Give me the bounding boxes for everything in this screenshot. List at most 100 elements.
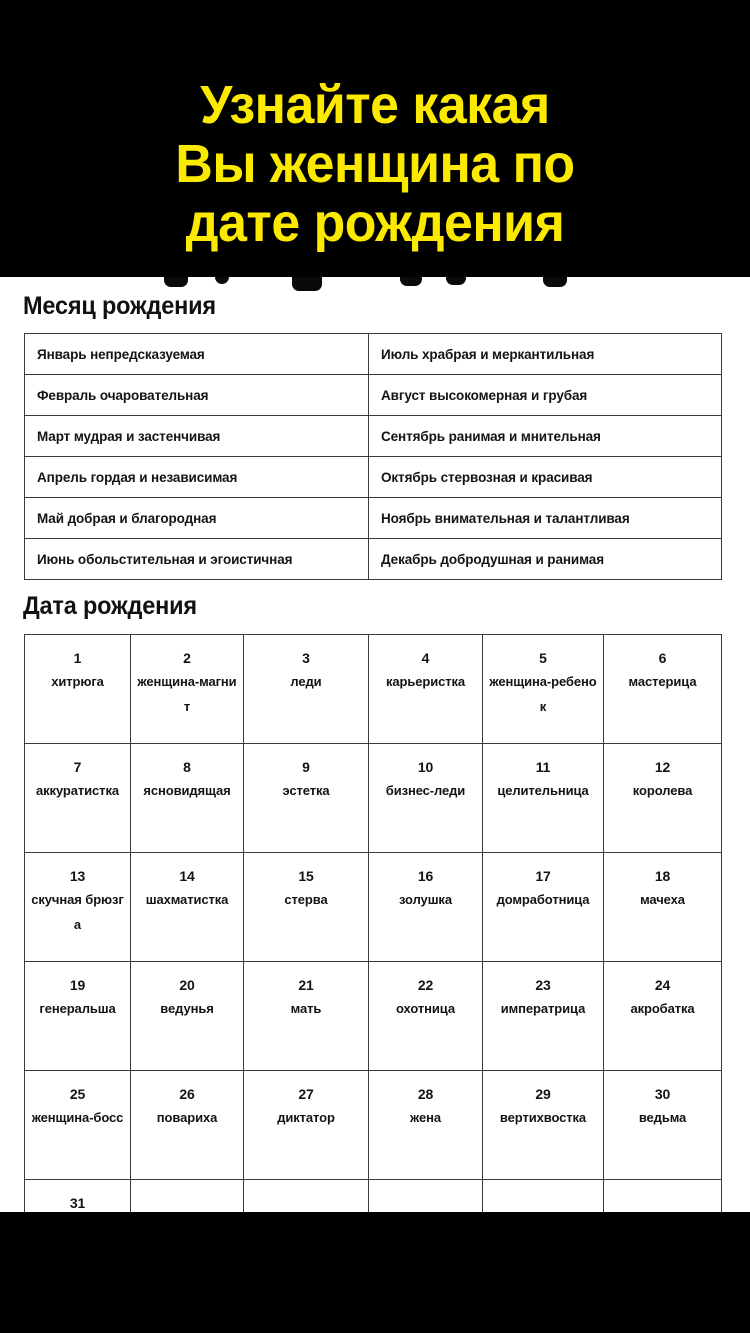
date-number: 19 — [69, 977, 86, 993]
date-cell: 1 хитрюга — [24, 634, 131, 744]
date-number: 3 — [302, 650, 310, 666]
date-cell: 15 стерва — [243, 852, 369, 962]
date-title: мачеха — [640, 892, 685, 907]
date-number: 13 — [69, 868, 86, 884]
table-row: Июнь обольстительная и эгоистичная Декаб… — [24, 538, 722, 580]
date-number: 30 — [654, 1086, 671, 1102]
date-title: женщина-босс — [31, 1110, 124, 1125]
date-title: карьеристка — [385, 674, 466, 689]
title-banner: Узнайте какая Вы женщина по дате рождени… — [0, 0, 750, 277]
date-cell: 21 мать — [243, 961, 369, 1071]
month-cell: Декабрь добродушная и ранимая — [368, 538, 722, 580]
date-title: ведунья — [160, 1001, 214, 1016]
table-row: 13 скучная брюзга 14 шахматистка 15 стерва … — [24, 852, 722, 962]
date-title: охотница — [396, 1001, 455, 1016]
date-title: бизнес-леди — [385, 783, 466, 798]
clipped-text-remnant — [0, 277, 750, 293]
date-title: диктатор — [277, 1110, 335, 1125]
date-title: ведьма — [638, 1110, 687, 1125]
date-number: 21 — [298, 977, 314, 993]
date-cell: 4 карьеристка — [368, 634, 483, 744]
date-section-heading: Дата рождения — [23, 592, 197, 620]
date-number: 22 — [417, 977, 434, 993]
date-number: 18 — [654, 868, 671, 884]
table-row: 25 женщина-босс 26 повариха 27 диктатор 28 ж… — [24, 1070, 722, 1180]
date-title: золушка — [399, 892, 452, 907]
date-number: 1 — [73, 650, 82, 666]
date-number: 23 — [535, 977, 551, 993]
date-cell: 16 золушка — [368, 852, 483, 962]
remnant-blob — [215, 277, 229, 284]
table-row: Март мудрая и застенчивая Сентябрь раним… — [24, 415, 722, 457]
date-number: 6 — [658, 650, 667, 666]
table-row: Январь непредсказуемая Июль храбрая и ме… — [24, 333, 722, 375]
date-cell: 27 диктатор — [243, 1070, 369, 1180]
month-cell: Май добрая и благородная — [24, 497, 369, 539]
date-number: 26 — [179, 1086, 195, 1102]
date-title: эстетка — [282, 783, 330, 798]
date-title: аккуратистка — [36, 783, 119, 798]
date-title: леди — [290, 674, 322, 689]
month-cell: Октябрь стервозная и красивая — [368, 456, 722, 498]
month-cell: Январь непредсказуемая — [24, 333, 369, 375]
date-cell: 24 акробатка — [603, 961, 722, 1071]
date-number: 2 — [183, 650, 191, 666]
date-number: 15 — [298, 868, 314, 884]
month-cell: Март мудрая и застенчивая — [24, 415, 369, 457]
date-number: 10 — [417, 759, 434, 775]
month-cell: Сентябрь ранимая и мнительная — [368, 415, 722, 457]
date-number: 28 — [417, 1086, 434, 1102]
table-row: Февраль очаровательная Август высокомерн… — [24, 374, 722, 416]
date-title: хитрюга — [51, 674, 104, 689]
table-row: 1 хитрюга 2 женщина-магнит 3 леди 4 карьерис… — [24, 634, 722, 744]
remnant-blob — [292, 277, 322, 291]
date-title: жена — [410, 1110, 441, 1125]
month-cell: Февраль очаровательная — [24, 374, 369, 416]
date-cell: 8 ясновидящая — [130, 743, 244, 853]
remnant-blob — [543, 277, 567, 287]
date-cell: 17 домработница — [482, 852, 604, 962]
date-cell: 26 повариха — [130, 1070, 244, 1180]
remnant-blob — [164, 277, 188, 287]
date-cell: 2 женщина-магнит — [130, 634, 244, 744]
date-title: мать — [290, 1001, 322, 1016]
date-number: 8 — [183, 759, 191, 775]
date-cell: 14 шахматистка — [130, 852, 244, 962]
month-cell: Июль храбрая и меркантильная — [368, 333, 722, 375]
date-cell: 29 вертихвостка — [482, 1070, 604, 1180]
date-title: вертихвостка — [499, 1110, 587, 1125]
date-cell: 20 ведунья — [130, 961, 244, 1071]
date-title: женщина-ребенок — [489, 674, 597, 714]
date-number: 27 — [298, 1086, 314, 1102]
date-title: ясновидящая — [143, 783, 231, 798]
table-row: 19 генеральша 20 ведунья 21 мать 22 охотница… — [24, 961, 722, 1071]
date-number: 9 — [302, 759, 310, 775]
date-cell: 18 мачеха — [603, 852, 722, 962]
date-number: 11 — [535, 759, 551, 775]
page-title: Узнайте какая Вы женщина по дате рождени… — [175, 75, 575, 253]
table-row: Май добрая и благородная Ноябрь внимател… — [24, 497, 722, 539]
date-cell: 23 императрица — [482, 961, 604, 1071]
table-row: 7 аккуратистка 8 ясновидящая 9 эстетка 10 би… — [24, 743, 722, 853]
remnant-blob — [446, 277, 466, 285]
month-cell: Июнь обольстительная и эгоистичная — [24, 538, 369, 580]
date-number: 12 — [654, 759, 671, 775]
date-title: женщина-магнит — [137, 674, 237, 714]
date-title: повариха — [156, 1110, 218, 1125]
date-title: мастерица — [628, 674, 697, 689]
date-number: 4 — [421, 650, 430, 666]
date-table: 1 хитрюга 2 женщина-магнит 3 леди 4 карьерис… — [24, 634, 722, 1289]
date-cell: 22 охотница — [368, 961, 483, 1071]
date-cell: 28 жена — [368, 1070, 483, 1180]
date-title: императрица — [500, 1001, 586, 1016]
date-cell: 7 аккуратистка — [24, 743, 131, 853]
date-number: 31 — [69, 1195, 86, 1211]
date-cell: 5 женщина-ребенок — [482, 634, 604, 744]
date-cell: 13 скучная брюзга — [24, 852, 131, 962]
table-row: Апрель гордая и независимая Октябрь стер… — [24, 456, 722, 498]
date-title: акробатка — [630, 1001, 695, 1016]
date-title: целительница — [497, 783, 589, 798]
bottom-black-bar — [0, 1212, 750, 1333]
date-cell: 25 женщина-босс — [24, 1070, 131, 1180]
